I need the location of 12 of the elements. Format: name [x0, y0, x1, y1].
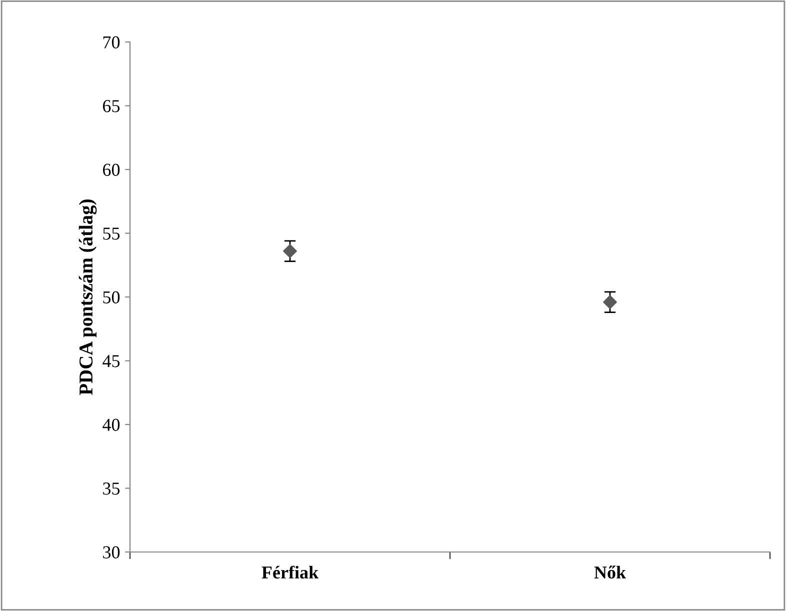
y-tick-label: 45 — [102, 355, 120, 368]
y-tick-label: 55 — [103, 228, 120, 240]
y-tick-label: 65 — [103, 100, 120, 112]
y-tick-label: 30 — [103, 546, 120, 558]
y-axis-title: PDCA pontszám (átlag) — [78, 200, 97, 395]
x-tick-label: Férfiak — [262, 566, 319, 579]
y-tick-label: 40 — [102, 418, 120, 431]
y-tick-label: 60 — [103, 164, 120, 176]
x-tick-label: Nők — [594, 566, 626, 579]
y-tick-label: 50 — [103, 291, 120, 304]
y-tick-label: 35 — [103, 482, 120, 495]
y-tick-label: 70 — [103, 36, 120, 48]
